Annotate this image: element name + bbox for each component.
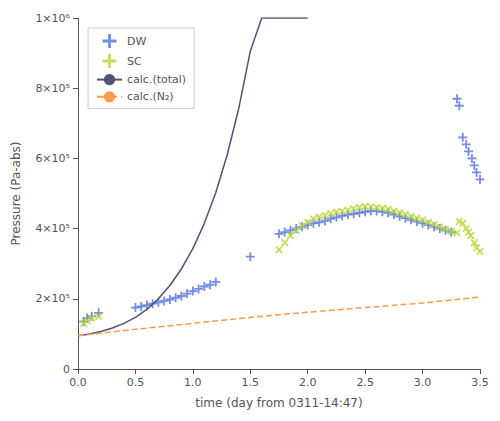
svg-text:DW: DW bbox=[127, 35, 146, 48]
svg-text:3.0: 3.0 bbox=[414, 376, 432, 389]
svg-text:1.0: 1.0 bbox=[184, 376, 202, 389]
svg-text:0.5: 0.5 bbox=[127, 376, 145, 389]
svg-text:2×10⁵: 2×10⁵ bbox=[35, 292, 70, 305]
svg-text:Pressure (Pa-abs): Pressure (Pa-abs) bbox=[9, 141, 23, 245]
svg-text:calc.(total): calc.(total) bbox=[127, 73, 186, 86]
svg-text:1×10⁶: 1×10⁶ bbox=[35, 12, 70, 25]
svg-text:time (day from 0311-14:47): time (day from 0311-14:47) bbox=[195, 396, 362, 410]
svg-text:0: 0 bbox=[63, 363, 70, 376]
svg-text:2.5: 2.5 bbox=[356, 376, 374, 389]
svg-text:0.0: 0.0 bbox=[69, 376, 87, 389]
svg-text:6×10⁵: 6×10⁵ bbox=[35, 152, 70, 165]
svg-text:4×10⁵: 4×10⁵ bbox=[35, 222, 70, 235]
svg-text:2.0: 2.0 bbox=[299, 376, 317, 389]
svg-text:SC: SC bbox=[127, 55, 142, 68]
svg-text:3.5: 3.5 bbox=[471, 376, 489, 389]
svg-text:calc.(N₂): calc.(N₂) bbox=[127, 90, 174, 103]
svg-text:8×10⁵: 8×10⁵ bbox=[35, 82, 70, 95]
svg-text:1.5: 1.5 bbox=[242, 376, 260, 389]
